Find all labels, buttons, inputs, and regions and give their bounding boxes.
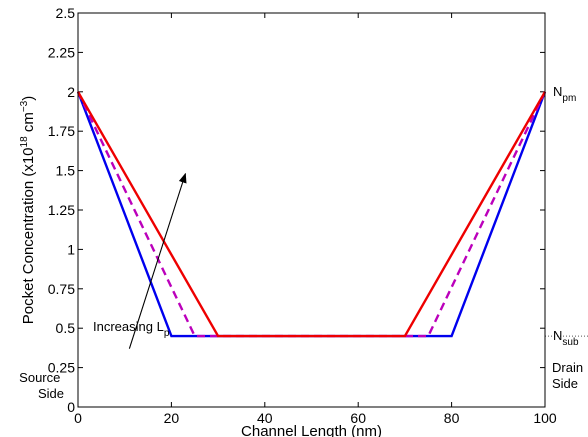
x-axis-label: Channel Length (nm)	[241, 423, 382, 437]
source-line-1: Source	[19, 370, 60, 385]
annotation-npm-main: N	[553, 84, 562, 99]
x-tick-label-60: 60	[350, 410, 366, 426]
annotation-increasing-text: Increasing L	[93, 319, 164, 334]
y-tick-label-2: 2	[67, 84, 75, 100]
annotation-nsub-sub: sub	[562, 337, 579, 348]
data-series	[76, 91, 588, 338]
y-axis-label-exp2: −3	[19, 100, 30, 112]
tick-labels: 0 20 40 60 80 100 0 0.25 0.5 0.75 1 1.25 1.5 1.75 2 2.2…	[48, 5, 557, 426]
annotation-nsub-main: N	[553, 328, 562, 343]
annotation-increasing-sub: p	[164, 328, 170, 339]
annotation-increasing-lp: Increasing Lp	[93, 319, 170, 339]
annotation-source-side: Source Side	[19, 370, 64, 401]
plot-frame	[77, 12, 546, 408]
y-axis-label-end: )	[20, 96, 37, 101]
y-tick-label-0: 0	[67, 399, 75, 415]
annotation-npm-sub: pm	[562, 93, 576, 104]
y-axis-label-mid: cm	[20, 112, 37, 136]
drain-line-2: Side	[552, 376, 578, 391]
y-axis-label: Pocket Concentration (x1018 cm−3)	[19, 96, 37, 324]
x-tick-label-0: 0	[74, 410, 82, 426]
y-tick-label-0.75: 0.75	[48, 281, 75, 297]
y-axis-label-exp1: 18	[19, 136, 30, 148]
source-line-2: Side	[38, 386, 64, 401]
x-tick-label-100: 100	[533, 410, 557, 426]
x-tick-label-20: 20	[164, 410, 180, 426]
x-tick-label-40: 40	[257, 410, 273, 426]
drain-line-1: Drain	[552, 360, 583, 375]
series-line-3	[76, 91, 547, 338]
y-tick-label-2.5: 2.5	[56, 5, 76, 21]
x-tick-label-80: 80	[444, 410, 460, 426]
y-tick-label-2.25: 2.25	[48, 44, 75, 60]
axis-ticks	[77, 12, 546, 408]
y-tick-label-1: 1	[67, 241, 75, 257]
series-line-2	[76, 91, 547, 338]
annotation-npm: Npm	[553, 84, 576, 104]
y-tick-label-1.75: 1.75	[48, 123, 75, 139]
y-tick-label-1.5: 1.5	[56, 163, 76, 179]
y-tick-label-0.25: 0.25	[48, 360, 75, 376]
y-tick-label-1.25: 1.25	[48, 202, 75, 218]
annotation-drain-side: Drain Side	[552, 360, 587, 391]
y-tick-label-0.5: 0.5	[56, 320, 76, 336]
y-axis-label-base: Pocket Concentration (x10	[20, 147, 37, 324]
increasing-arrow	[128, 172, 187, 349]
annotation-nsub: Nsub	[553, 328, 579, 348]
